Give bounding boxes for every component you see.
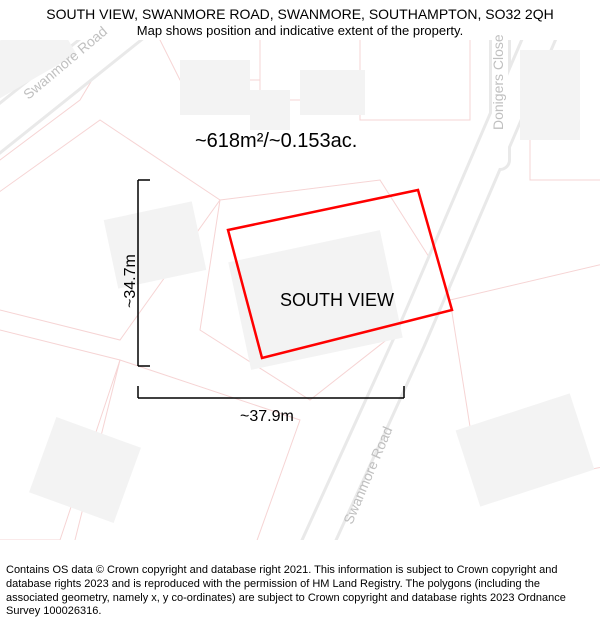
map-area: ~618m²/~0.153ac. SOUTH VIEW ~34.7m ~37.9…: [0, 40, 600, 540]
address-line: SOUTH VIEW, SWANMORE ROAD, SWANMORE, SOU…: [0, 6, 600, 23]
height-dimension-label: ~34.7m: [122, 254, 140, 308]
street-label-donigers: Donigers Close: [490, 34, 506, 130]
width-dimension-label: ~37.9m: [240, 408, 294, 426]
copyright-footer: Contains OS data © Crown copyright and d…: [6, 564, 594, 619]
area-label: ~618m²/~0.153ac.: [195, 130, 357, 153]
property-label: SOUTH VIEW: [280, 290, 394, 311]
page-root: SOUTH VIEW, SWANMORE ROAD, SWANMORE, SOU…: [0, 0, 600, 625]
